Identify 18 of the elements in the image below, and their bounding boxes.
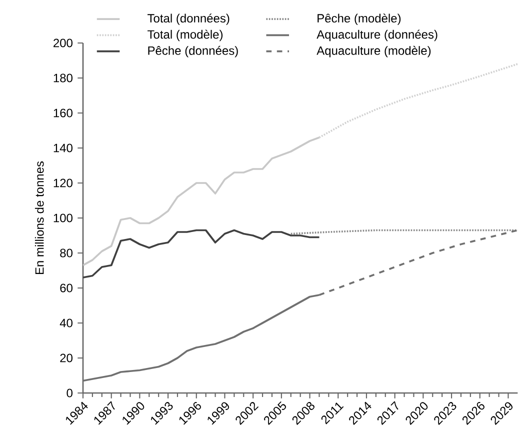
y-tick-label: 80 (60, 248, 72, 258)
legend-label: Total (modèle) (148, 30, 223, 42)
y-tick-label: 160 (54, 108, 72, 118)
y-tick-label: 180 (54, 74, 72, 82)
y-tick-label: 60 (60, 284, 72, 292)
legend-label: Pêche (modèle) (318, 14, 401, 25)
y-axis-title: En millions de tonnes (34, 161, 44, 274)
y-tick-label: 200 (54, 38, 72, 48)
legend-label: Aquaculture (données) (316, 30, 438, 42)
y-tick-label: 20 (60, 354, 72, 362)
legend-label: Pêche (données) (148, 46, 238, 58)
legend-label: Aquaculture (modèle) (316, 46, 431, 58)
legend-label: Total (données) (148, 14, 230, 25)
y-tick-label: 140 (54, 144, 72, 152)
y-tick-label: 120 (54, 178, 72, 188)
y-tick-label: 100 (54, 214, 72, 222)
y-tick-label: 0 (66, 388, 72, 398)
y-tick-label: 40 (60, 318, 72, 328)
